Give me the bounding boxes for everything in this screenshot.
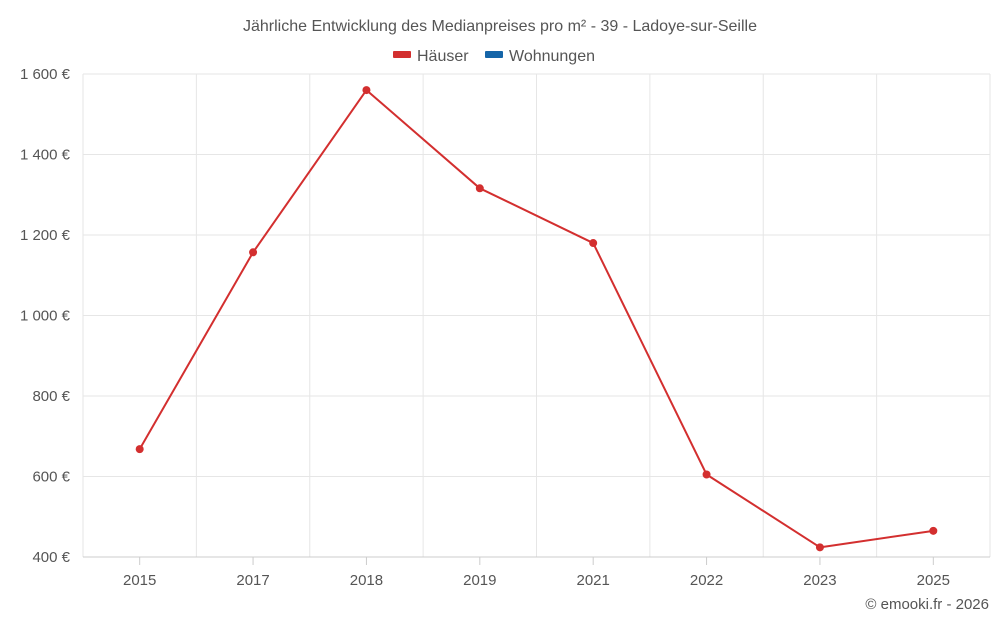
y-tick-label: 800 €: [32, 388, 70, 405]
x-tick-label: 2015: [123, 572, 156, 589]
x-tick-label: 2022: [690, 572, 723, 589]
data-point-haeuser[interactable]: [589, 239, 598, 248]
legend-swatch-wohnungen: [485, 51, 503, 58]
y-tick-label: 600 €: [32, 469, 70, 486]
chart-title: Jährliche Entwicklung des Medianpreises …: [243, 18, 757, 35]
legend-item-wohnungen[interactable]: Wohnungen: [485, 48, 595, 65]
data-point-haeuser[interactable]: [475, 184, 484, 193]
legend-swatch-haeuser: [393, 51, 411, 58]
y-tick-label: 1 000 €: [20, 308, 71, 325]
y-tick-label: 1 200 €: [20, 227, 71, 244]
data-point-haeuser[interactable]: [135, 445, 144, 454]
x-tick-label: 2018: [350, 572, 383, 589]
data-point-haeuser[interactable]: [702, 470, 711, 479]
y-tick-label: 1 600 €: [20, 66, 71, 83]
data-point-haeuser[interactable]: [929, 526, 938, 535]
series-line-haeuser: [138, 89, 934, 549]
y-tick-label: 1 400 €: [20, 147, 71, 164]
x-tick-label: 2019: [463, 572, 496, 589]
data-point-haeuser[interactable]: [362, 86, 371, 95]
x-tick-label: 2021: [577, 572, 610, 589]
legend-label-haeuser: Häuser: [417, 48, 469, 65]
data-point-haeuser[interactable]: [249, 248, 258, 257]
x-tick-label: 2017: [236, 572, 269, 589]
legend-label-wohnungen: Wohnungen: [509, 48, 595, 65]
axes: 400 € 600 € 800 € 1 000 € 1 200 € 1 400 € 1 60…: [20, 66, 990, 589]
data-point-haeuser[interactable]: [815, 543, 824, 552]
legend-item-haeuser[interactable]: Häuser: [393, 48, 469, 65]
grid: [82, 73, 991, 558]
series-layer: [135, 86, 938, 552]
x-tick-label: 2023: [803, 572, 836, 589]
legend: Häuser Wohnungen: [393, 48, 595, 65]
y-tick-label: 400 €: [32, 549, 70, 566]
copyright-credit: © emooki.fr - 2026: [865, 596, 989, 613]
x-tick-label: 2025: [917, 572, 950, 589]
